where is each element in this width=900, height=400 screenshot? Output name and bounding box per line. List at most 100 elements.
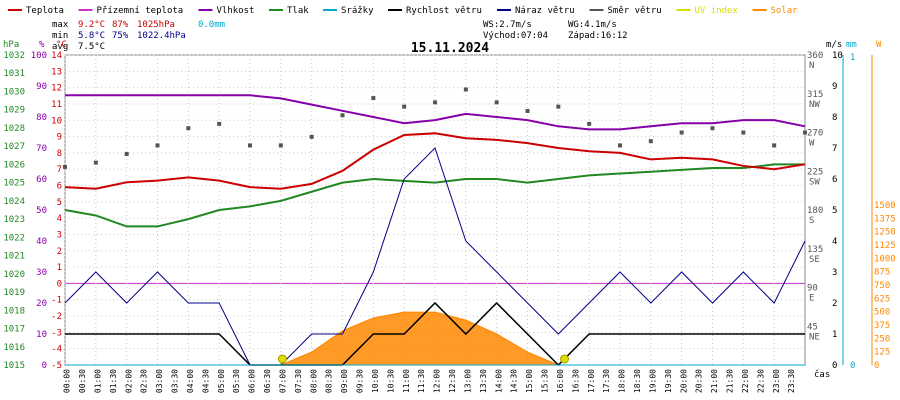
press-tick: 1021: [3, 252, 25, 262]
temp-tick: 13: [51, 67, 62, 77]
press-tick: 1020: [3, 270, 25, 280]
wind-wg: WG:4.1m/s: [568, 20, 617, 30]
x-tick: 17:00: [587, 369, 596, 393]
dir-point: [494, 100, 499, 105]
press-tick: 1022: [3, 233, 25, 243]
temp-tick: 1: [57, 263, 62, 273]
dir-name: E: [809, 294, 814, 304]
dir-point: [278, 143, 283, 148]
hum-tick: 30: [36, 268, 47, 278]
temp-tick: -2: [51, 312, 62, 322]
legend-label-6: Náraz větru: [515, 6, 575, 16]
x-tick: 13:30: [479, 369, 488, 393]
humidity-line: [65, 94, 806, 131]
x-tick: 03:00: [155, 369, 164, 393]
dir-point: [803, 130, 807, 135]
axes: 14131211109876543210-1-2-3-4-51032103110…: [3, 51, 895, 393]
dir-point: [186, 126, 191, 131]
x-tick: 12:30: [448, 369, 457, 393]
stats-min-press: 1022.4hPa: [137, 31, 186, 41]
dir-name: W: [809, 139, 815, 149]
x-tick: 18:30: [633, 369, 642, 393]
x-tick: 07:00: [278, 369, 287, 393]
press-tick: 1029: [3, 106, 25, 116]
x-tick: 00:00: [63, 369, 72, 393]
dir-point: [618, 143, 622, 148]
dir-name: S: [809, 216, 814, 226]
unit-press: hPa: [3, 40, 19, 50]
wind-tick: 3: [832, 268, 837, 278]
unit-solar: W: [876, 40, 882, 50]
legend-label-2: Vlhkost: [217, 6, 255, 16]
legend-label-9: Solar: [771, 6, 799, 16]
press-tick: 1015: [3, 361, 25, 371]
press-tick: 1028: [3, 124, 25, 134]
solar-tick: 250: [874, 334, 890, 344]
x-tick: 03:30: [171, 369, 180, 393]
press-tick: 1016: [3, 343, 25, 353]
dir-point: [155, 143, 160, 148]
wind-tick: 0: [832, 361, 837, 371]
wind-tick: 9: [832, 82, 837, 92]
legend-label-1: Přízemní teplota: [97, 6, 184, 16]
series: [63, 87, 807, 367]
legend-label-4: Srážky: [341, 6, 374, 16]
dir-point: [710, 126, 715, 131]
solar-tick: 625: [874, 294, 890, 304]
wind-tick: 8: [832, 113, 837, 123]
temp-tick: 3: [57, 230, 62, 240]
x-tick: 20:30: [695, 369, 704, 393]
solar-tick: 375: [874, 321, 890, 331]
press-tick: 1024: [3, 197, 25, 207]
stats-max-hum: 87%: [112, 20, 129, 30]
dir-point: [402, 104, 407, 109]
x-tick: 04:00: [186, 369, 195, 393]
dir-name: SE: [809, 255, 820, 265]
stats-max-temp: 9.2°C: [78, 20, 105, 30]
unit-time: čas: [814, 369, 830, 380]
dir-tick: 180: [807, 206, 823, 216]
press-tick: 1017: [3, 325, 25, 335]
temp-tick: 10: [51, 116, 62, 126]
hum-tick: 50: [36, 206, 47, 216]
press-tick: 1019: [3, 288, 25, 298]
dir-point: [741, 130, 746, 135]
x-tick: 06:00: [248, 369, 257, 393]
x-tick: 08:00: [309, 369, 318, 393]
dir-point: [772, 143, 777, 148]
x-tick: 15:30: [541, 369, 550, 393]
stats-avg-temp: 7.5°C: [78, 42, 105, 52]
wind-tick: 4: [832, 237, 837, 247]
legend-label-7: Směr větru: [608, 6, 662, 16]
dir-point: [525, 108, 530, 113]
temp-tick: 0: [57, 279, 62, 289]
hum-tick: 70: [36, 144, 47, 154]
legend-label-3: Tlak: [287, 6, 309, 16]
x-tick: 02:00: [124, 369, 133, 393]
dir-point: [217, 121, 222, 126]
unit-rain: mm: [846, 40, 857, 50]
press-tick: 1018: [3, 306, 25, 316]
temperature-line: [64, 132, 806, 190]
x-tick: 16:30: [571, 369, 580, 393]
temp-tick: 9: [57, 133, 62, 143]
hum-tick: 100: [31, 51, 47, 61]
solar-area: [280, 312, 559, 365]
press-tick: 1026: [3, 160, 25, 170]
x-tick: 20:00: [679, 369, 688, 393]
x-tick: 04:30: [201, 369, 210, 393]
solar-tick: 0: [874, 361, 879, 371]
temp-tick: -4: [51, 345, 62, 355]
press-tick: 1030: [3, 87, 25, 97]
wind-tick: 10: [832, 51, 843, 61]
x-tick: 15:00: [525, 369, 534, 393]
x-tick: 02:30: [140, 369, 149, 393]
solar-tick: 1250: [874, 228, 896, 238]
temp-tick: -1: [51, 296, 62, 306]
x-tick: 16:00: [556, 369, 565, 393]
x-tick: 14:30: [510, 369, 519, 393]
wind-ws: WS:2.7m/s: [483, 20, 532, 30]
dir-point: [340, 113, 345, 118]
temp-tick: 11: [51, 100, 62, 110]
x-tick: 12:00: [433, 369, 442, 393]
